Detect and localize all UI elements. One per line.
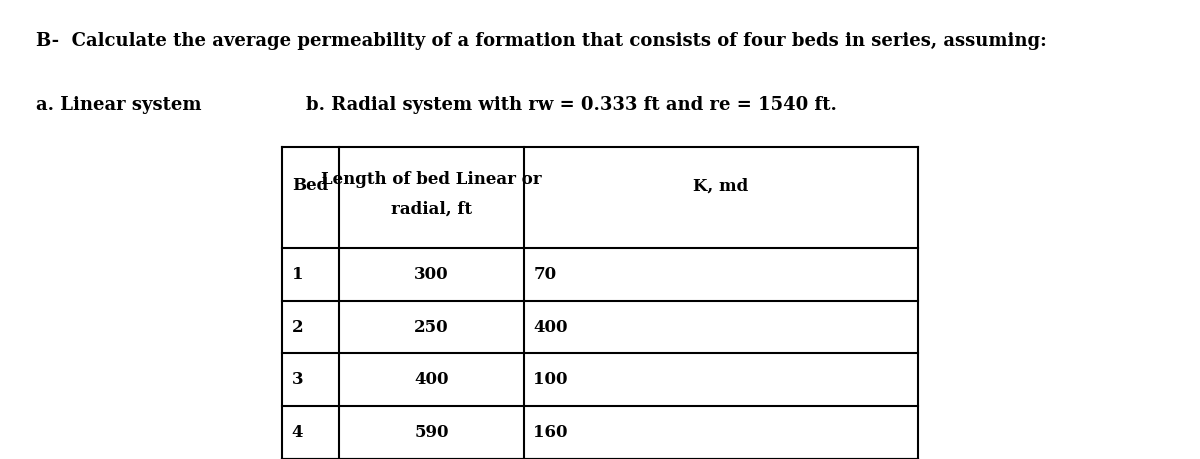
Text: 590: 590 — [414, 424, 449, 441]
Text: 70: 70 — [533, 266, 557, 283]
Text: 4: 4 — [292, 424, 304, 441]
Text: 400: 400 — [414, 371, 449, 388]
Text: 160: 160 — [533, 424, 568, 441]
Text: 300: 300 — [414, 266, 449, 283]
Text: Length of bed Linear or: Length of bed Linear or — [322, 170, 541, 188]
Text: 100: 100 — [533, 371, 568, 388]
Text: B-  Calculate the average permeability of a formation that consists of four beds: B- Calculate the average permeability of… — [36, 32, 1046, 50]
Text: b. Radial system with rw = 0.333 ft and re = 1540 ft.: b. Radial system with rw = 0.333 ft and … — [306, 96, 836, 114]
Text: Bed: Bed — [293, 177, 329, 195]
Text: radial, ft: radial, ft — [391, 200, 472, 218]
Text: K, md: K, md — [694, 177, 749, 195]
Text: 400: 400 — [533, 319, 568, 336]
Text: 250: 250 — [414, 319, 449, 336]
Text: 1: 1 — [292, 266, 304, 283]
Text: 3: 3 — [292, 371, 304, 388]
Text: a. Linear system: a. Linear system — [36, 96, 202, 114]
Text: 2: 2 — [292, 319, 304, 336]
